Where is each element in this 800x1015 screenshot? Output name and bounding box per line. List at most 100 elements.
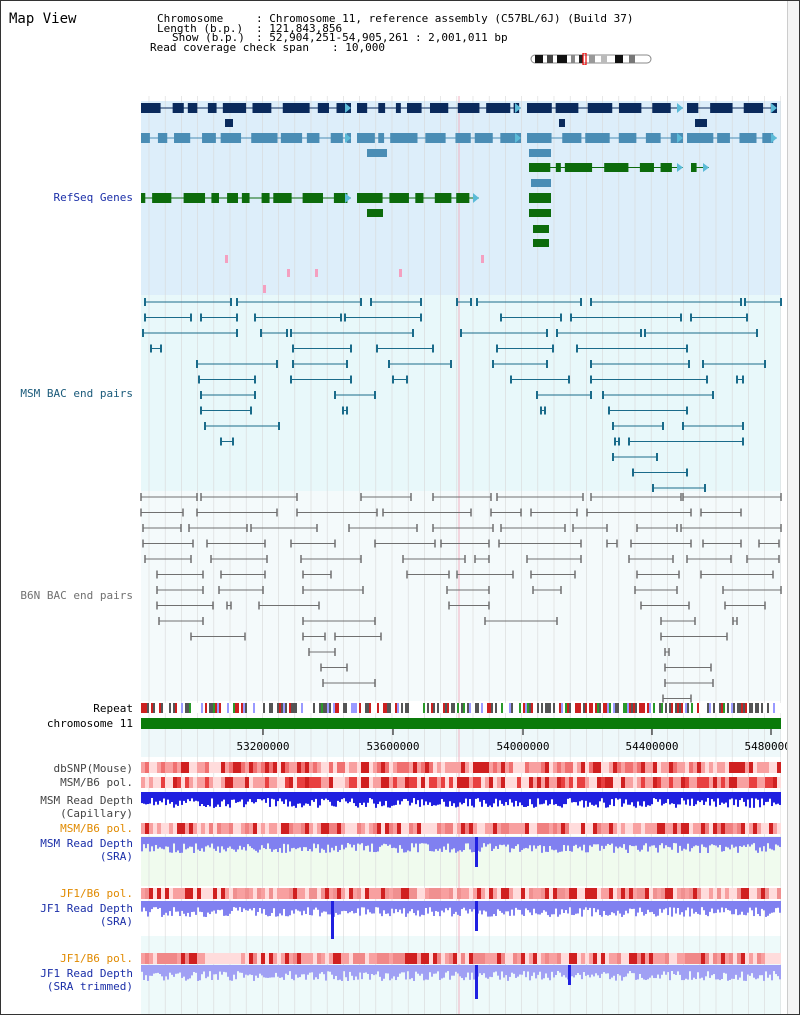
polymorphism-cell	[649, 762, 653, 773]
depth-bar	[573, 901, 575, 916]
polymorphism-cell	[177, 777, 181, 788]
depth-bar	[405, 837, 407, 853]
depth-bar	[699, 901, 701, 915]
polymorphism-cell	[717, 823, 721, 834]
gene-exon	[618, 133, 637, 143]
polymorphism-cell	[197, 762, 201, 773]
polymorphism-cell	[205, 777, 209, 788]
polymorphism-cell	[609, 823, 613, 834]
polymorphism-cell	[185, 777, 189, 788]
depth-bar	[257, 837, 259, 853]
depth-bar	[775, 837, 777, 845]
depth-bar	[315, 837, 317, 849]
depth-bar	[171, 965, 173, 975]
depth-bar	[399, 965, 401, 974]
depth-bar	[163, 837, 165, 850]
scrollbar[interactable]	[787, 1, 799, 1014]
repeat-block	[521, 703, 523, 713]
polymorphism-cell	[297, 823, 301, 834]
gene-exon	[455, 133, 471, 143]
repeat-block	[145, 703, 147, 713]
depth-bar	[507, 792, 509, 806]
repeat-block	[551, 703, 553, 713]
depth-bar	[243, 792, 245, 808]
polymorphism-cell	[577, 888, 581, 899]
depth-bar	[419, 901, 421, 917]
polymorphism-cell	[249, 953, 253, 964]
polymorphism-cell	[217, 762, 221, 773]
chromosome-ideogram[interactable]	[529, 53, 655, 65]
depth-bar	[323, 901, 325, 912]
depth-bar	[543, 965, 545, 979]
polymorphism-cell	[417, 953, 421, 964]
polymorphism-cell	[197, 888, 201, 899]
depth-bar	[271, 792, 273, 799]
depth-bar	[453, 837, 455, 849]
polymorphism-cell	[373, 823, 377, 834]
polymorphism-cell	[721, 777, 725, 788]
depth-bar	[233, 965, 235, 975]
polymorphism-cell	[385, 823, 389, 834]
repeat-block	[763, 703, 765, 713]
polymorphism-cell	[345, 823, 349, 834]
depth-bar	[761, 792, 763, 799]
polymorphism-cell	[573, 823, 577, 834]
repeat-block	[357, 703, 359, 713]
depth-bar	[497, 965, 499, 976]
repeat-block	[577, 703, 579, 713]
depth-bar	[211, 837, 213, 844]
polymorphism-cell	[305, 777, 309, 788]
polymorphism-cell	[657, 953, 661, 964]
depth-bar	[227, 965, 229, 977]
depth-bar	[633, 837, 635, 847]
repeat-block	[175, 703, 177, 713]
depth-bar	[457, 901, 459, 915]
polymorphism-cell	[473, 888, 477, 899]
depth-bar	[515, 965, 517, 978]
polymorphism-cell	[525, 777, 529, 788]
polymorphism-cell	[693, 953, 697, 964]
polymorphism-cell	[749, 953, 753, 964]
depth-bar	[285, 837, 287, 853]
repeat-block	[767, 703, 769, 713]
polymorphism-cell	[417, 888, 421, 899]
depth-bar	[691, 837, 693, 849]
gene-exon	[562, 133, 582, 143]
depth-bar	[639, 901, 641, 908]
depth-bar	[361, 901, 363, 908]
polymorphism-cell	[453, 953, 457, 964]
polymorphism-cell	[725, 953, 729, 964]
depth-bar	[225, 901, 227, 916]
depth-bar	[601, 965, 603, 974]
depth-bar	[279, 965, 281, 978]
repeat-block	[569, 703, 571, 713]
repeat-block	[733, 703, 735, 713]
polymorphism-cell	[605, 762, 609, 773]
polymorphism-cell	[397, 762, 401, 773]
depth-bar	[769, 901, 771, 914]
polymorphism-cell	[221, 762, 225, 773]
depth-bar	[431, 901, 433, 912]
depth-bar	[739, 837, 741, 847]
depth-bar	[171, 837, 173, 853]
polymorphism-cell	[697, 823, 701, 834]
polymorphism-cell	[713, 953, 717, 964]
polymorphism-cell	[313, 777, 317, 788]
depth-bar	[379, 837, 381, 847]
repeat-block	[245, 703, 247, 713]
repeat-block	[277, 703, 279, 713]
polymorphism-cell	[369, 888, 373, 899]
depth-bar	[311, 837, 313, 852]
depth-bar	[547, 901, 549, 916]
polymorphism-cell	[681, 888, 685, 899]
depth-bar	[263, 792, 265, 800]
depth-bar	[695, 901, 697, 912]
polymorphism-cell	[353, 777, 357, 788]
depth-bar	[711, 837, 713, 845]
depth-bar	[203, 792, 205, 806]
polymorphism-cell	[489, 762, 493, 773]
depth-bar	[167, 901, 169, 916]
depth-bar	[193, 901, 195, 912]
depth-bar	[643, 837, 645, 846]
